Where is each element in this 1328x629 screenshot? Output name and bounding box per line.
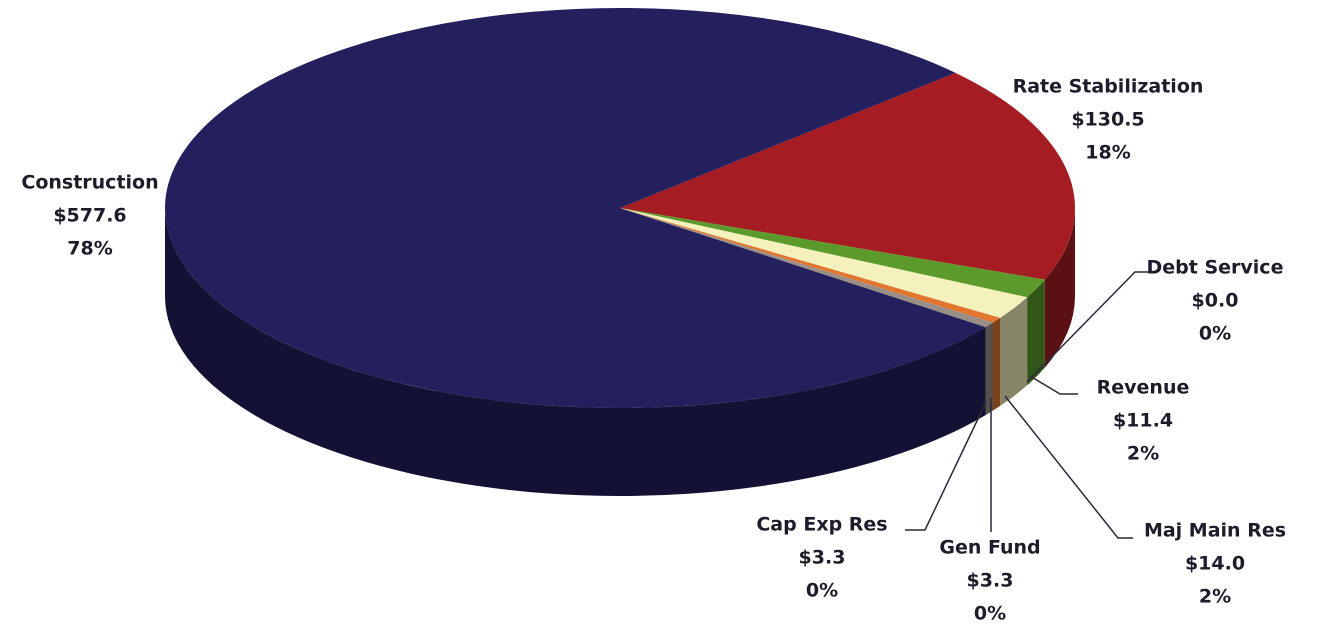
percent-label: 0% [974,603,1006,625]
slice-label: Rate Stabilization [1013,76,1204,98]
slice-label: Gen Fund [939,537,1040,559]
leader-line [1026,271,1150,383]
slice [620,208,1045,298]
slice-side [1044,208,1075,368]
leader-line [905,401,987,531]
percent-label: 2% [1199,586,1231,608]
percent-label: 78% [67,238,112,260]
value-label: $14.0 [1185,553,1245,575]
slice-label: Maj Main Res [1144,520,1286,542]
slice [620,72,1075,280]
slice-label: Construction [21,172,158,194]
slice-label: Revenue [1097,377,1190,399]
slice-side [165,208,986,496]
slice [165,7,986,409]
percent-label: 18% [1085,142,1130,164]
slice-label: Debt Service [1147,257,1284,279]
percent-label: 0% [1199,323,1231,345]
slice-side [1027,279,1045,386]
value-label: $3.3 [799,547,846,569]
slice [620,208,1028,318]
value-label: $577.6 [53,205,126,227]
leader-line [1004,395,1133,539]
percent-label: 2% [1127,443,1159,465]
slice [620,208,1001,323]
slice-label: Cap Exp Res [756,514,887,536]
slice-side [992,317,1001,411]
slice-side [985,322,993,416]
percent-label: 0% [806,580,838,602]
leader-line [1029,375,1078,395]
value-label: $0.0 [1192,290,1239,312]
value-label: $3.3 [967,570,1014,592]
slice-side [1000,297,1028,406]
value-label: $130.5 [1071,109,1144,131]
slice [620,208,993,328]
value-label: $11.4 [1113,410,1173,432]
